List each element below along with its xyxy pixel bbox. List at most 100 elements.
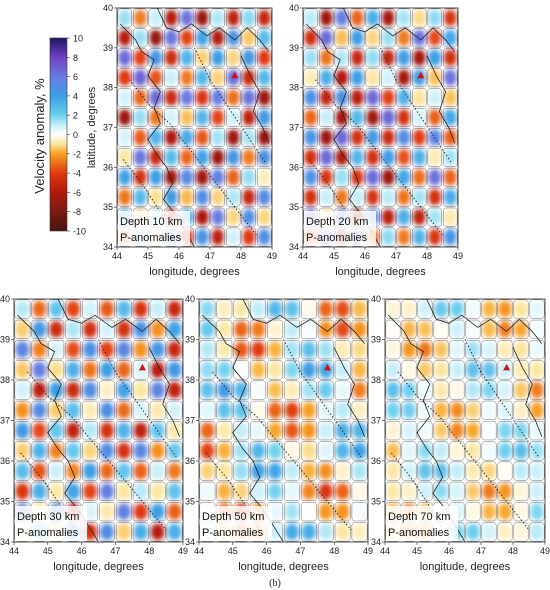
anomaly-cell <box>335 89 349 106</box>
grid-cell <box>300 380 317 400</box>
grid-cell <box>365 147 380 167</box>
grid-cell <box>199 340 216 360</box>
anomaly-cell <box>304 9 318 27</box>
anomaly-cell <box>49 422 64 440</box>
anomaly-cell <box>466 300 480 318</box>
y-tick-label: 34 <box>0 537 10 547</box>
anomaly-cell <box>257 109 271 126</box>
grid-cell <box>497 481 513 501</box>
depth-label: Depth 10 km <box>120 216 182 228</box>
grid-cell <box>179 68 194 88</box>
anomaly-cell <box>164 109 178 126</box>
anomaly-cell <box>350 69 364 87</box>
anomaly-cell <box>318 422 333 440</box>
y-tick-label: 38 <box>371 375 381 385</box>
grid-cell <box>132 380 149 400</box>
grid-cell <box>433 340 449 360</box>
grid-cell <box>396 108 411 127</box>
y-tick-label: 37 <box>0 416 10 426</box>
grid-cell <box>417 421 433 441</box>
x-tick-label: 47 <box>476 546 486 556</box>
grid-cell <box>179 187 194 207</box>
grid-cell <box>497 299 513 319</box>
anomaly-cell <box>397 89 411 106</box>
anomaly-cell <box>498 381 512 399</box>
grid-cell <box>132 340 149 360</box>
grid-cell <box>481 340 497 360</box>
anomaly-cell <box>412 109 426 126</box>
anomaly-cell <box>304 69 318 87</box>
grid-cell <box>115 340 132 360</box>
anomaly-cell <box>118 89 132 106</box>
grid-cell <box>132 421 149 441</box>
grid-cell <box>148 48 163 68</box>
grid-cell <box>319 68 334 88</box>
grid-cell <box>241 8 256 28</box>
grid-cell <box>117 48 132 68</box>
grid-cell <box>48 461 65 481</box>
anomaly-cell <box>466 523 480 541</box>
grid-cell <box>267 340 283 360</box>
anomaly-cell <box>318 300 333 318</box>
grid-cell <box>443 167 458 187</box>
anomaly-cell <box>200 482 215 500</box>
anomaly-cell <box>319 149 333 166</box>
grid-cell <box>115 481 132 501</box>
anomaly-cell <box>99 523 115 541</box>
geographic-lines <box>387 299 543 542</box>
anomaly-cell <box>99 401 115 419</box>
grid-cell <box>350 88 365 108</box>
grid-cell <box>319 167 334 187</box>
grid-cell <box>179 128 194 147</box>
grid-cell <box>267 400 283 420</box>
grid-cell <box>48 481 65 501</box>
coastline <box>202 314 284 542</box>
anomaly-cell <box>133 422 148 440</box>
grid-cell <box>513 522 529 542</box>
anomaly-cell <box>381 69 395 87</box>
anomaly-cell <box>15 442 30 460</box>
grid-cell <box>497 360 513 380</box>
anomaly-cell <box>211 208 225 226</box>
grid-cell <box>149 421 166 441</box>
grid-cell <box>82 380 98 400</box>
anomaly-cell <box>498 300 512 318</box>
grid-cell <box>132 441 149 461</box>
anomaly-cell <box>267 381 283 399</box>
coastline <box>148 347 180 437</box>
anomaly-cell <box>66 462 81 480</box>
anomaly-cell <box>418 422 432 440</box>
grid-cell <box>417 400 433 420</box>
grid-cell <box>195 8 210 28</box>
grid-cell <box>257 207 272 227</box>
anomaly-cell <box>418 482 432 500</box>
anomaly-cell <box>99 381 115 399</box>
anomaly-cell <box>319 129 333 146</box>
anomaly-cell <box>167 341 182 359</box>
grid-cell <box>65 380 82 400</box>
grid-cell <box>465 502 481 522</box>
anomaly-cell <box>234 442 249 460</box>
grid-cell <box>117 128 132 147</box>
anomaly-cell <box>226 29 240 47</box>
anomaly-cell <box>418 300 432 318</box>
colorbar-tick-label: 0 <box>73 130 78 140</box>
y-tick-label: 35 <box>185 497 195 507</box>
grid-cell <box>82 360 98 380</box>
grid-cell <box>350 48 365 68</box>
grid-cell <box>210 167 225 187</box>
grid-cell <box>412 187 427 207</box>
anomaly-cell <box>301 320 316 338</box>
grid-cell <box>351 360 368 380</box>
grid-cell <box>334 481 351 501</box>
grid-cell <box>401 421 417 441</box>
anomaly-cell <box>319 29 333 47</box>
grid-cell <box>481 502 497 522</box>
anomaly-cell <box>530 320 544 338</box>
x-tick-label: 46 <box>360 251 370 261</box>
grid-cell <box>199 400 216 420</box>
grid-cell <box>257 8 272 28</box>
anomaly-cell <box>226 9 240 27</box>
anomaly-cell <box>397 109 411 126</box>
anomaly-cell <box>301 523 316 541</box>
